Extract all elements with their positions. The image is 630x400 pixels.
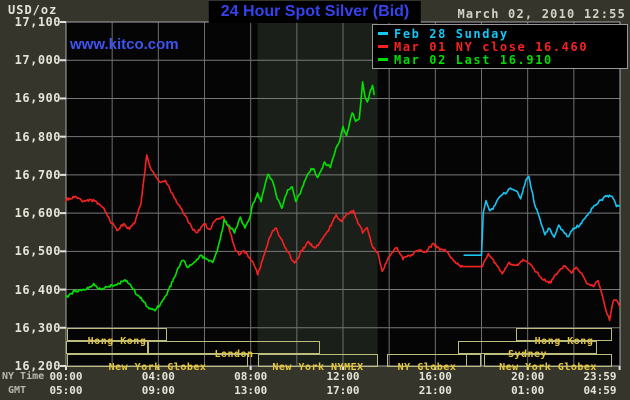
chart-timestamp: March 02, 2010 12:55 <box>457 7 626 21</box>
session-bar-hong-kong: Hong Kong <box>67 328 167 347</box>
y-axis-label: 16,800 <box>14 129 61 144</box>
y-tick <box>60 135 66 138</box>
session-bar-empty <box>66 341 148 354</box>
session-bar-empty <box>466 354 481 367</box>
legend-dash-icon <box>378 58 388 61</box>
y-axis-label: 17,100 <box>14 15 61 29</box>
y-axis-label: 16,300 <box>14 320 61 335</box>
x-axis-label-ny: 04:00 <box>141 370 175 383</box>
y-tick <box>60 21 66 23</box>
x-axis-label-gmt: 05:00 <box>49 384 83 397</box>
x-tick <box>526 366 529 370</box>
kitco-watermark: www.kitco.com <box>70 36 179 53</box>
session-bar-london: London <box>148 341 320 360</box>
session-label: New York NYMEX <box>272 362 364 373</box>
y-axis-unit-label: USD/oz <box>8 3 58 17</box>
y-tick <box>60 365 66 367</box>
y-tick <box>60 326 66 329</box>
x-tick <box>618 366 621 370</box>
x-tick <box>65 366 67 370</box>
x-axis-label-gmt: 17:00 <box>326 384 360 397</box>
x-axis-row-label-ny-time: NY Time <box>2 371 45 382</box>
x-axis-label-ny: 00:00 <box>49 370 83 383</box>
session-bar-sydney: Sydney <box>458 341 597 360</box>
legend-dash-icon <box>378 32 388 35</box>
session-highlight-band <box>257 22 378 366</box>
legend-label: Mar 02 Last 16.910 <box>394 52 553 67</box>
x-axis-row-label-gmt: GMT <box>8 385 27 396</box>
y-tick <box>60 250 66 253</box>
y-axis-label: 16,600 <box>14 206 61 221</box>
series-line-0 <box>463 175 621 256</box>
x-axis-label-gmt: 04:59 <box>583 384 617 397</box>
y-tick <box>60 59 66 62</box>
y-axis-label: 16,200 <box>14 359 61 373</box>
session-label: New York Globex <box>499 362 597 373</box>
legend-dash-icon <box>378 45 388 48</box>
x-tick <box>434 366 437 370</box>
legend-item: Feb 28 Sunday <box>373 26 627 41</box>
y-axis-label: 16,500 <box>14 244 61 259</box>
x-axis-label-gmt: 01:00 <box>511 384 545 397</box>
y-tick <box>60 97 66 100</box>
y-axis-label: 17,000 <box>14 53 61 68</box>
x-tick <box>249 366 252 370</box>
x-axis-label-gmt: 21:00 <box>418 384 452 397</box>
legend-box: Feb 28 Sunday Mar 01 NY close 16.460 Mar 0… <box>372 24 628 69</box>
x-axis-label-ny: 12:00 <box>326 370 360 383</box>
legend-label: Mar 01 NY close 16.460 <box>394 39 589 54</box>
session-bar-ny-globex: NY Globex <box>387 354 467 373</box>
y-tick <box>60 173 66 176</box>
series-line-1 <box>65 154 621 322</box>
series-line-2 <box>65 81 376 312</box>
session-label: New York Globex <box>108 362 207 373</box>
session-label: NY Globex <box>397 362 457 373</box>
x-axis-label-ny: 20:00 <box>511 370 545 383</box>
x-axis-label-ny: 16:00 <box>418 370 452 383</box>
x-axis-label-gmt: 09:00 <box>141 384 175 397</box>
x-tick <box>157 366 160 370</box>
x-tick <box>342 366 344 370</box>
chart-title: 24 Hour Spot Silver (Bid) <box>208 1 422 23</box>
legend-label: Feb 28 Sunday <box>394 26 509 41</box>
legend-item: Mar 02 Last 16.910 <box>373 52 627 67</box>
session-bar-hong-kong: Hong Kong <box>516 328 612 347</box>
x-axis-label-ny: 23:59 <box>583 370 617 383</box>
y-axis-label: 16,700 <box>14 167 61 182</box>
y-tick <box>60 212 66 215</box>
x-axis-label-ny: 08:00 <box>234 370 268 383</box>
y-axis-label: 16,900 <box>14 91 61 106</box>
session-bar-new-york-globex: New York Globex <box>67 354 248 373</box>
session-bar-new-york-nymex: New York NYMEX <box>258 354 378 373</box>
session-bar-new-york-globex: New York Globex <box>484 354 612 373</box>
y-axis-label: 16,400 <box>14 282 61 297</box>
legend-item: Mar 01 NY close 16.460 <box>373 39 627 54</box>
y-tick <box>60 288 66 291</box>
x-axis-label-gmt: 13:00 <box>234 384 268 397</box>
